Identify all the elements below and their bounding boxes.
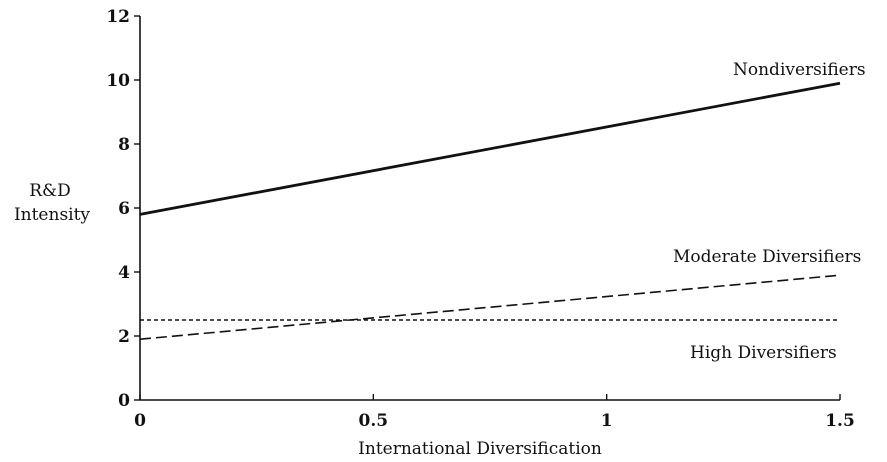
- series-lines: [139, 81, 841, 340]
- series-label-moderate-diversifiers: Moderate Diversifiers: [673, 247, 861, 267]
- y-tick-label: 8: [118, 135, 130, 155]
- x-tick-label: 0.5: [359, 411, 389, 431]
- y-tick-label: 10: [106, 71, 130, 91]
- y-tick-label: 4: [118, 263, 130, 283]
- y-tick-label: 2: [118, 327, 130, 347]
- y-tick-label: 12: [106, 7, 130, 27]
- x-axis-title: International Diversification: [358, 439, 602, 459]
- x-tick-label: 1.5: [825, 411, 855, 431]
- series-label-nondiversifiers: Nondiversifiers: [733, 60, 866, 80]
- series-line-nondiversifiers: [139, 81, 841, 216]
- y-tick-label: 0: [118, 391, 130, 411]
- series-line-moderate-diversifiers: [139, 274, 841, 340]
- x-tick-label: 1: [601, 411, 613, 431]
- y-axis-title-line-1: R&D: [29, 181, 71, 201]
- y-tick-label: 6: [118, 199, 130, 219]
- x-tick-label: 0: [134, 411, 146, 431]
- series-label-high-diversifiers: High Diversifiers: [690, 343, 837, 363]
- y-ticks: 0 2 4 6 8 10 12: [106, 7, 140, 411]
- y-axis-title-line-2: Intensity: [14, 205, 90, 225]
- x-ticks: 0 0.5 1 1.5: [134, 394, 855, 431]
